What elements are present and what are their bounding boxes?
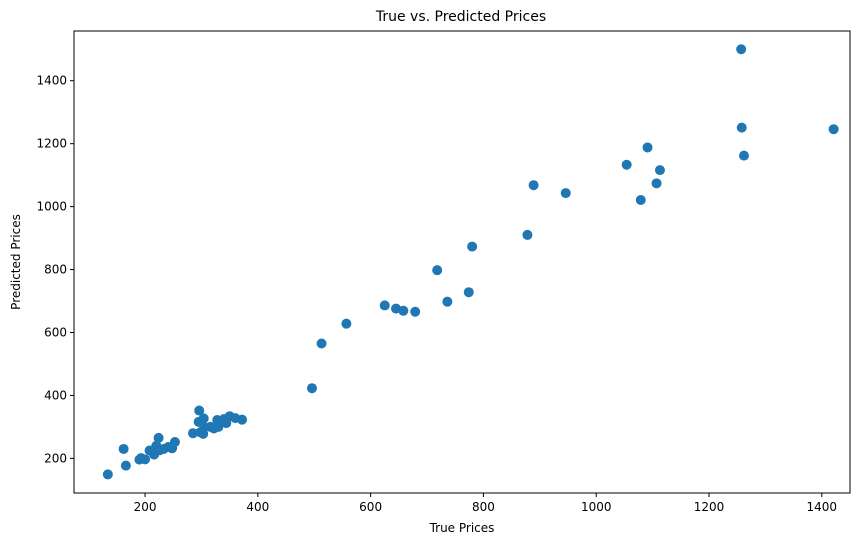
data-point — [379, 300, 390, 311]
y-axis: 200 400 600 800 1000 1200 1400 — [36, 74, 74, 465]
data-point — [463, 287, 474, 298]
x-tick-label: 1000 — [581, 500, 612, 514]
data-point — [410, 306, 421, 317]
data-point — [654, 165, 665, 176]
data-point — [432, 265, 443, 276]
data-point — [642, 142, 653, 153]
data-point — [522, 229, 533, 240]
data-point — [621, 159, 632, 170]
data-point — [560, 188, 571, 199]
x-tick-label: 600 — [359, 500, 382, 514]
plot-area — [73, 30, 851, 494]
data-point — [306, 383, 317, 394]
data-point — [169, 437, 180, 448]
y-tick-label: 800 — [44, 263, 67, 277]
data-point — [102, 469, 113, 480]
data-point — [237, 414, 248, 425]
data-point — [528, 180, 539, 191]
data-point — [118, 443, 129, 454]
x-axis: 200 400 600 800 1000 1200 1400 — [134, 493, 837, 514]
chart-title: True vs. Predicted Prices — [375, 9, 546, 25]
data-point — [198, 413, 209, 424]
x-tick-label: 200 — [134, 500, 157, 514]
data-point — [140, 454, 151, 465]
data-point — [651, 178, 662, 189]
data-point — [738, 150, 749, 161]
x-axis-label: True Prices — [429, 521, 495, 535]
data-point — [341, 318, 352, 329]
y-tick-label: 400 — [44, 388, 67, 402]
x-tick-label: 800 — [472, 500, 495, 514]
data-point — [187, 428, 198, 439]
data-point — [635, 195, 646, 206]
x-tick-label: 400 — [246, 500, 269, 514]
data-points — [102, 44, 839, 480]
data-point — [736, 44, 747, 55]
x-tick-label: 1400 — [807, 500, 838, 514]
data-point — [213, 421, 224, 432]
data-point — [736, 122, 747, 133]
y-tick-label: 600 — [44, 325, 67, 339]
data-point — [398, 305, 409, 316]
x-tick-label: 1200 — [694, 500, 725, 514]
y-tick-label: 1200 — [36, 137, 67, 151]
data-point — [120, 460, 131, 471]
data-point — [316, 338, 327, 349]
data-point — [153, 432, 164, 443]
y-tick-label: 200 — [44, 451, 67, 465]
data-point — [828, 124, 839, 135]
data-point — [467, 241, 478, 252]
data-point — [442, 296, 453, 307]
y-axis-label: Predicted Prices — [9, 214, 23, 310]
data-point — [194, 405, 205, 416]
y-tick-label: 1400 — [36, 74, 67, 88]
y-tick-label: 1000 — [36, 200, 67, 214]
